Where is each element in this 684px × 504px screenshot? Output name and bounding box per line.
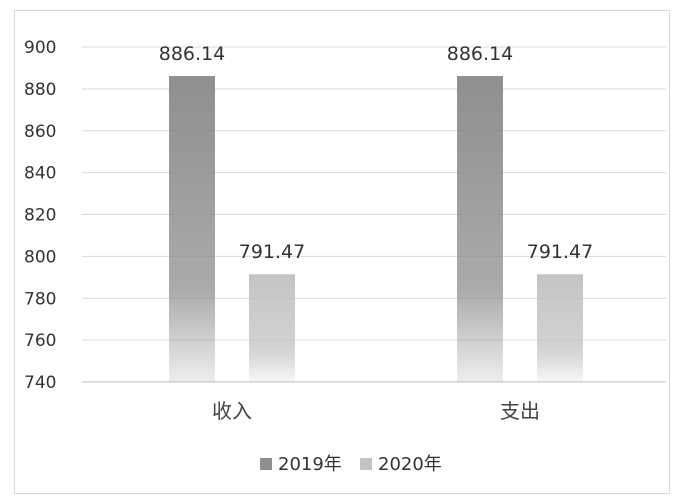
y-tick-label: 820: [24, 206, 56, 226]
legend-label: 2020年: [378, 454, 442, 475]
y-tick-label: 900: [24, 38, 56, 58]
category-label: 收入: [212, 399, 252, 423]
y-tick-label: 740: [24, 373, 56, 393]
data-label: 886.14: [447, 43, 513, 65]
y-axis-ticks: 740 760 780 800 820 840 860 880 900: [24, 38, 56, 393]
chart-frame: [14, 10, 670, 494]
y-tick-label: 860: [24, 122, 56, 142]
data-label: 791.47: [527, 241, 593, 263]
category-label: 支出: [500, 399, 540, 423]
legend-label: 2019年: [278, 454, 342, 475]
data-label: 886.14: [159, 43, 225, 65]
bars: [169, 76, 583, 382]
bar-series2-cat2: [537, 274, 583, 382]
bar-series1-cat2: [457, 76, 503, 382]
x-axis-categories: 收入 支出: [212, 399, 540, 423]
legend: 2019年 2020年: [260, 454, 442, 475]
legend-swatch: [260, 458, 272, 470]
data-labels: 886.14 791.47 886.14 791.47: [159, 43, 593, 263]
y-tick-label: 840: [24, 164, 56, 184]
bar-series2-cat1: [249, 274, 295, 382]
legend-swatch: [360, 458, 372, 470]
bar-series1-cat1: [169, 76, 215, 382]
y-tick-label: 880: [24, 80, 56, 100]
y-tick-label: 800: [24, 247, 56, 267]
data-label: 791.47: [239, 241, 305, 263]
y-tick-label: 760: [24, 331, 56, 351]
y-tick-label: 780: [24, 289, 56, 309]
